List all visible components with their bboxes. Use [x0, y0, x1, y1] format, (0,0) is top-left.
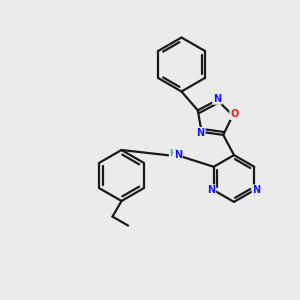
Text: N: N: [174, 150, 182, 161]
Text: O: O: [230, 110, 238, 119]
Text: N: N: [207, 185, 215, 195]
Text: N: N: [213, 94, 221, 104]
Text: N: N: [196, 128, 205, 138]
Text: H: H: [169, 149, 177, 158]
Text: N: N: [253, 185, 261, 195]
